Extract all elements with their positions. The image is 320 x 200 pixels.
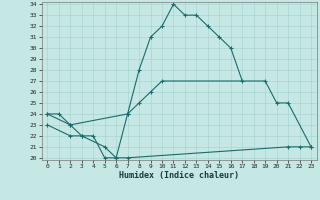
- X-axis label: Humidex (Indice chaleur): Humidex (Indice chaleur): [119, 171, 239, 180]
